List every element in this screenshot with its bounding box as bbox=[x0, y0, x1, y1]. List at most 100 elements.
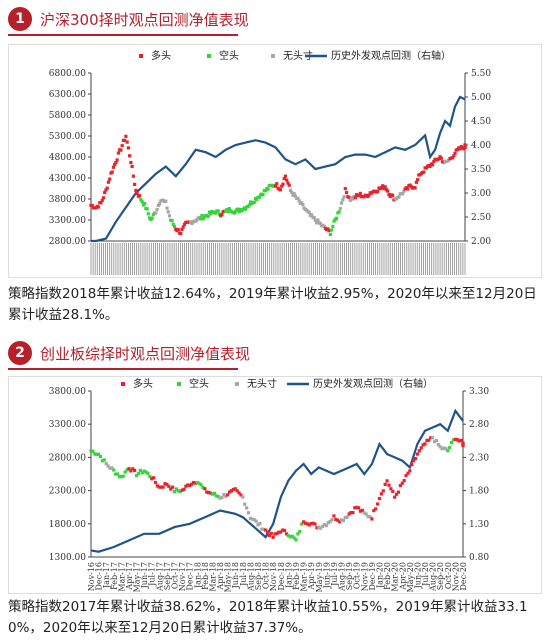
index-point-long bbox=[455, 438, 459, 442]
index-point-long bbox=[176, 227, 180, 232]
index-point-long bbox=[208, 491, 213, 495]
legend-label: 历史外发观点回测（右轴） bbox=[331, 49, 451, 62]
index-point-neutral bbox=[364, 512, 368, 516]
index-point-short bbox=[210, 492, 215, 496]
index-point-long bbox=[338, 520, 342, 524]
index-point-long bbox=[410, 462, 414, 467]
index-point-short bbox=[332, 219, 336, 223]
index-point-long bbox=[463, 145, 467, 150]
index-point-long bbox=[131, 174, 135, 178]
index-point-long bbox=[349, 510, 353, 515]
x-tick-label: Sep-19 bbox=[345, 562, 354, 590]
index-point-neutral bbox=[241, 495, 245, 499]
index-point-short bbox=[209, 212, 213, 216]
index-point-neutral bbox=[434, 438, 439, 443]
x-tick-label: Jul-19 bbox=[330, 562, 339, 587]
x-tick-label: Mar-20 bbox=[391, 562, 400, 592]
index-point-short bbox=[195, 480, 199, 485]
index-point-short bbox=[172, 490, 177, 494]
index-point-short bbox=[146, 212, 150, 216]
x-tick-label: Aug-19 bbox=[338, 562, 347, 592]
index-point-neutral bbox=[300, 201, 304, 205]
index-point-long bbox=[353, 506, 357, 510]
index-point-long bbox=[326, 227, 330, 231]
index-point-neutral bbox=[339, 518, 344, 522]
index-point-long bbox=[453, 151, 457, 155]
index-point-short bbox=[234, 209, 238, 214]
index-point-long bbox=[207, 490, 211, 495]
legend-label: 空头 bbox=[189, 377, 209, 390]
index-point-short bbox=[93, 452, 97, 456]
index-point-long bbox=[437, 157, 441, 161]
right-tick-label: 0.80 bbox=[469, 553, 489, 563]
index-point-neutral bbox=[248, 516, 253, 520]
index-point-long bbox=[126, 146, 130, 150]
right-tick-label: 2.80 bbox=[469, 420, 489, 430]
index-point-long bbox=[239, 493, 243, 497]
index-point-short bbox=[125, 468, 129, 472]
index-point-short bbox=[216, 209, 220, 213]
index-point-neutral bbox=[322, 523, 327, 527]
index-point-long bbox=[281, 182, 285, 186]
index-point-short bbox=[140, 200, 144, 204]
index-point-long bbox=[104, 188, 108, 192]
index-point-neutral bbox=[326, 521, 330, 525]
index-point-short bbox=[112, 468, 116, 472]
index-point-long bbox=[430, 163, 435, 167]
index-point-long bbox=[370, 517, 374, 521]
index-point-neutral bbox=[104, 462, 108, 466]
index-point-long bbox=[450, 156, 455, 160]
index-point-short bbox=[294, 538, 298, 542]
section-1-header: 1 沪深300择时观点回测净值表现 bbox=[8, 6, 249, 32]
index-point-neutral bbox=[444, 447, 448, 451]
left-tick-label: 6800.00 bbox=[49, 69, 86, 79]
index-point-neutral bbox=[243, 502, 247, 506]
index-point-long bbox=[130, 164, 134, 169]
index-point-short bbox=[117, 475, 122, 479]
index-point-neutral bbox=[156, 203, 160, 208]
index-point-short bbox=[170, 219, 174, 223]
index-point-short bbox=[147, 216, 152, 220]
index-point-short bbox=[142, 469, 146, 473]
index-point-short bbox=[225, 207, 229, 212]
index-point-long bbox=[461, 443, 465, 448]
nav-line-series bbox=[90, 408, 464, 553]
x-tick-label: Jan-18 bbox=[193, 562, 202, 589]
x-tick-label: Jun-17 bbox=[140, 562, 149, 589]
index-point-long bbox=[129, 160, 133, 165]
x-tick-label: Sep-20 bbox=[436, 562, 445, 590]
index-point-long bbox=[285, 178, 289, 182]
index-point-neutral bbox=[195, 218, 199, 222]
index-point-neutral bbox=[256, 523, 260, 527]
index-point-long bbox=[428, 164, 432, 168]
index-point-short bbox=[216, 495, 220, 499]
x-tick-label: Apr-17 bbox=[125, 562, 134, 591]
index-point-long bbox=[282, 528, 287, 533]
index-point-neutral bbox=[254, 519, 258, 523]
x-tick-label: Feb-18 bbox=[201, 562, 210, 590]
index-point-long bbox=[379, 492, 383, 496]
index-point-short bbox=[199, 217, 203, 221]
index-point-neutral bbox=[401, 192, 405, 196]
index-point-short bbox=[331, 224, 335, 229]
index-point-neutral bbox=[345, 515, 349, 519]
index-point-long bbox=[457, 439, 461, 443]
section-2-paragraph: 策略指数2017年累计收益38.62%，2018年累计收益10.55%，2019… bbox=[8, 599, 528, 636]
x-tick-label: Dec-17 bbox=[186, 562, 195, 591]
index-point-long bbox=[133, 182, 137, 186]
index-point-short bbox=[197, 481, 201, 486]
index-point-short bbox=[100, 459, 104, 463]
left-tick-label: 6300.00 bbox=[49, 90, 86, 100]
left-tick-label: 4300.00 bbox=[49, 174, 86, 184]
index-point-long bbox=[377, 496, 382, 501]
index-point-neutral bbox=[293, 194, 298, 198]
index-point-long bbox=[128, 154, 132, 158]
index-point-short bbox=[263, 189, 268, 193]
index-point-short bbox=[232, 211, 236, 215]
index-point-long bbox=[351, 510, 355, 515]
index-point-long bbox=[458, 147, 462, 151]
index-point-long bbox=[181, 225, 185, 229]
section-2-header: 2 创业板综择时观点回测净值表现 bbox=[8, 340, 250, 366]
index-point-long bbox=[120, 144, 124, 148]
index-point-neutral bbox=[157, 202, 162, 206]
